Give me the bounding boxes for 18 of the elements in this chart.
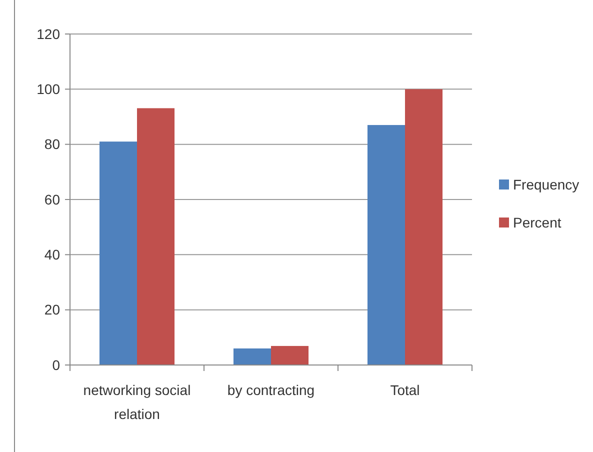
y-tick-label: 0 (52, 356, 60, 373)
y-tick-label: 60 (44, 191, 60, 208)
y-tick-label: 100 (36, 81, 60, 98)
bar (367, 125, 405, 365)
x-tick-label: networking social relation (83, 382, 191, 422)
bar (271, 346, 309, 365)
bar (233, 348, 271, 365)
bar (137, 108, 175, 365)
bar (405, 89, 443, 365)
y-tick-label: 20 (44, 302, 60, 318)
x-tick-label: by contracting (227, 382, 315, 398)
x-tick-label: Total (390, 382, 420, 398)
bar (99, 142, 137, 365)
y-tick-label: 40 (44, 246, 60, 263)
y-tick-label: 120 (36, 26, 60, 42)
y-tick-label: 80 (44, 136, 60, 152)
legend-label: Percent (513, 214, 562, 230)
legend-label: Frequency (513, 176, 580, 192)
